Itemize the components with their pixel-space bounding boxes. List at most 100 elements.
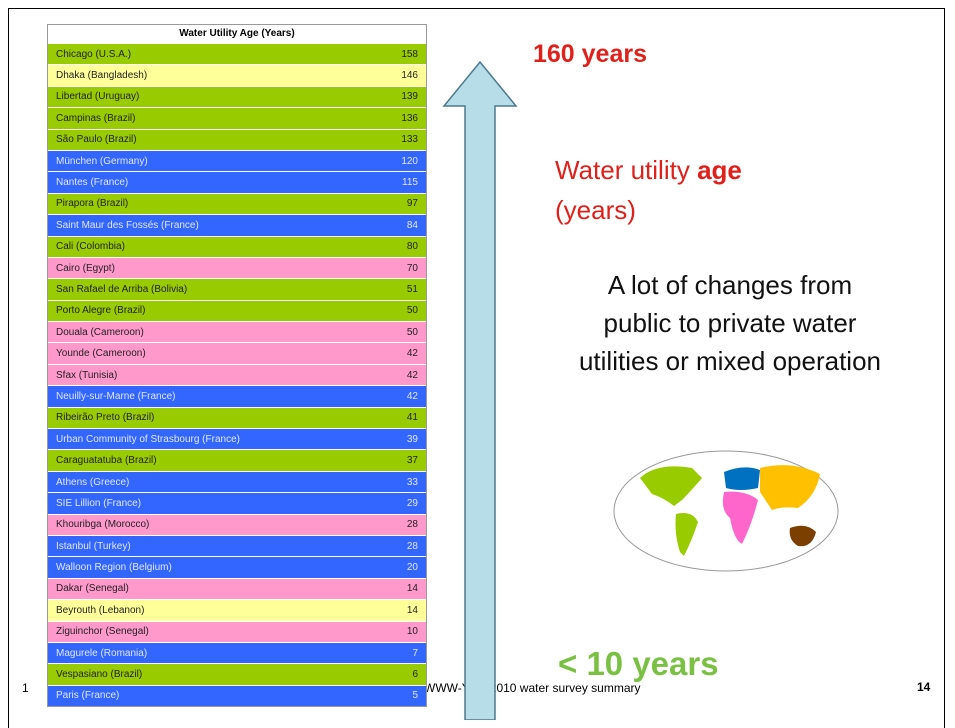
age: 158: [401, 48, 418, 60]
table-row: Porto Alegre (Brazil) 50: [48, 299, 426, 322]
age: 50: [406, 305, 418, 317]
city: Dakar (Senegal): [56, 583, 129, 595]
city: Douala (Cameroon): [56, 326, 144, 338]
city: Cairo (Egypt): [56, 262, 115, 274]
city: Dhaka (Bangladesh): [56, 70, 148, 82]
city: Younde (Cameroon): [56, 348, 146, 360]
table-row: Cairo (Egypt) 70: [48, 256, 426, 279]
city: Sfax (Tunisia): [56, 369, 118, 381]
table-row: São Paulo (Brazil) 133: [48, 128, 426, 150]
table-row: Magurele (Romania) 7: [48, 641, 426, 664]
table-row: Douala (Cameroon) 50: [48, 321, 426, 343]
age: 80: [406, 241, 418, 253]
city: Ziguinchor (Senegal): [56, 626, 149, 638]
age: 33: [406, 476, 418, 488]
age: 10: [406, 626, 418, 638]
table-row: Pirapora (Brazil) 97: [48, 192, 426, 215]
age: 70: [406, 262, 418, 274]
table-header: Water Utility Age (Years): [179, 28, 295, 39]
table-row: Urban Community of Strasbourg (France) 39: [48, 428, 426, 450]
city: Porto Alegre (Brazil): [56, 305, 146, 317]
city: Magurele (Romania): [56, 647, 148, 659]
city: Caraguatatuba (Brazil): [56, 455, 157, 467]
age: 28: [406, 540, 418, 552]
age: 14: [406, 604, 418, 616]
city: Campinas (Brazil): [56, 112, 136, 124]
table-row: Cali (Colombia) 80: [48, 235, 426, 257]
city: Nantes (France): [56, 177, 129, 189]
city: Beyrouth (Lebanon): [56, 604, 145, 616]
age: 42: [406, 348, 418, 360]
europe: [724, 467, 760, 490]
table-row: Paris (France) 5: [48, 684, 426, 707]
age: 97: [406, 198, 418, 210]
city: Khouribga (Morocco): [56, 519, 150, 531]
age: 29: [406, 497, 418, 509]
south-america: [675, 513, 698, 556]
table-row: Ribeirão Preto (Brazil) 41: [48, 406, 426, 429]
table-row: Istanbul (Turkey) 28: [48, 534, 426, 557]
city: Istanbul (Turkey): [56, 540, 131, 552]
age: 6: [412, 669, 418, 681]
age: 84: [406, 219, 418, 231]
city: Libertad (Uruguay): [56, 91, 140, 103]
table-row: Younde (Cameroon) 42: [48, 342, 426, 364]
body-text: A lot of changes from public to private …: [500, 266, 955, 380]
table-row: Campinas (Brazil) 136: [48, 107, 426, 129]
city: Walloon Region (Belgium): [56, 562, 172, 574]
footer-left: 1: [22, 681, 29, 695]
city: Saint Maur des Fossés (France): [56, 219, 199, 231]
age: 115: [402, 177, 418, 189]
oceania: [789, 525, 816, 547]
age: 14: [406, 583, 418, 595]
age: 120: [401, 155, 418, 167]
table-row: Beyrouth (Lebanon) 14: [48, 599, 426, 621]
heading-text: Water utility: [555, 155, 690, 185]
city: Urban Community of Strasbourg (France): [56, 433, 240, 445]
heading-bold: age: [697, 155, 742, 185]
table-row: Saint Maur des Fossés (France) 84: [48, 214, 426, 236]
age: 39: [406, 433, 418, 445]
age: 136: [401, 112, 418, 124]
table-row: Dakar (Senegal) 14: [48, 577, 426, 600]
city: München (Germany): [56, 155, 148, 167]
page-number: 14: [917, 680, 931, 694]
table-row: Walloon Region (Belgium) 20: [48, 556, 426, 578]
age-table: Water Utility Age (Years) Chicago (U.S.A…: [47, 24, 427, 708]
table-row: Dhaka (Bangladesh) 146: [48, 64, 426, 86]
table-row: Libertad (Uruguay) 139: [48, 85, 426, 108]
africa: [722, 491, 758, 544]
city: Ribeirão Preto (Brazil): [56, 412, 155, 424]
body-line: public to private water: [603, 308, 857, 338]
table-row: Neuilly-sur-Marne (France) 42: [48, 385, 426, 407]
city: Neuilly-sur-Marne (France): [56, 390, 176, 402]
age: 5: [412, 690, 418, 702]
table-row: Athens (Greece) 33: [48, 470, 426, 493]
asia: [760, 465, 820, 510]
age: 37: [406, 455, 418, 467]
age: 42: [406, 369, 418, 381]
age: 139: [401, 91, 418, 103]
table-row: Khouribga (Morocco) 28: [48, 513, 426, 535]
city: Cali (Colombia): [56, 241, 125, 253]
body-line: A lot of changes from: [607, 270, 853, 300]
world-map: [613, 450, 839, 572]
table-row: San Rafael de Arriba (Bolivia) 51: [48, 278, 426, 300]
age: 133: [401, 134, 418, 146]
age: 50: [406, 326, 418, 338]
city: SIE Lillion (France): [56, 497, 142, 509]
age: 41: [406, 412, 418, 424]
age: 7: [412, 647, 418, 659]
city: Paris (France): [56, 690, 120, 702]
body-line: utilities or mixed operation: [578, 346, 882, 376]
arrow: [442, 60, 518, 720]
table-row: Chicago (U.S.A.) 158: [48, 43, 426, 65]
table-row: Nantes (France) 115: [48, 171, 426, 193]
bottom-label: < 10 years: [558, 645, 719, 682]
north-america: [640, 466, 702, 506]
heading: Water utility age (years): [555, 150, 742, 230]
table-row: München (Germany) 120: [48, 149, 426, 172]
table-row: Caraguatatuba (Brazil) 37: [48, 449, 426, 471]
city: Pirapora (Brazil): [56, 198, 129, 210]
